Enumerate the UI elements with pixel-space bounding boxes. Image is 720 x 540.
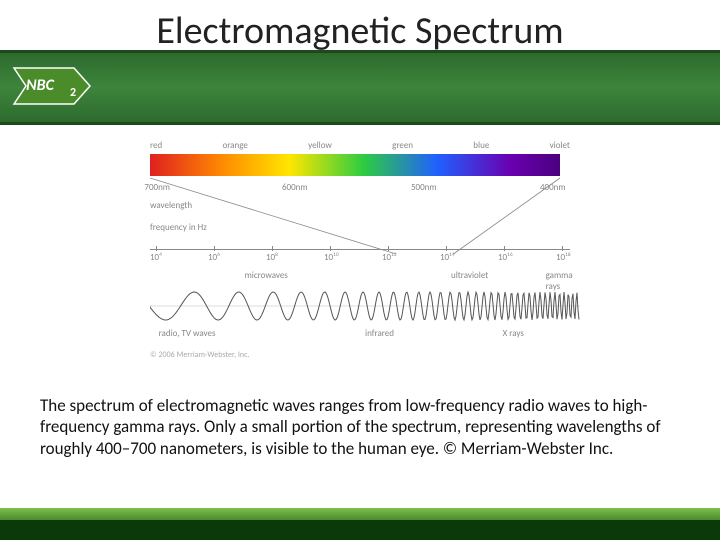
em-spectrum-diagram: redorangeyellowgreenblueviolet 700nm600n… [110,140,610,360]
freq-tick: 108 [266,252,278,263]
color-label-violet: violet [550,140,570,151]
color-label-orange: orange [222,140,247,151]
em-wave [150,288,580,324]
freq-tick: 104 [150,252,162,263]
nbc-logo: NBC 2 [12,62,92,110]
em-type-label: microwaves [245,270,288,281]
em-type-label: radio, TV waves [159,328,216,339]
projection-triangle [150,176,580,256]
color-label-red: red [150,140,162,151]
em-type-label: ultraviolet [451,270,488,281]
freq-tick: 1016 [498,252,513,263]
color-label-blue: blue [473,140,489,151]
freq-tick: 1014 [440,252,455,263]
em-type-label: infrared [365,328,394,339]
caption-text: The spectrum of electromagnetic waves ra… [40,395,680,459]
visible-color-labels: red orange yellow green blue violet [150,140,570,151]
freq-tick: 1010 [324,252,339,263]
color-label-green: green [392,140,413,151]
footer-dark-band [0,520,720,540]
frequency-axis: 104 106 108 1010 1012 1014 1016 1018 [150,252,580,268]
diagram-copyright: © 2006 Merriam-Webster, Inc. [150,350,250,360]
svg-text:NBC: NBC [26,76,54,95]
freq-tick: 106 [208,252,220,263]
freq-tick: 1012 [382,252,397,263]
freq-tick: 1018 [556,252,571,263]
frequency-label: frequency in Hz [150,222,207,233]
color-label-yellow: yellow [308,140,332,151]
visible-spectrum-bar [150,154,560,176]
slide-title: Electromagnetic Spectrum [0,8,720,54]
em-type-label: X rays [503,328,524,339]
footer-light-band [0,508,720,520]
svg-text:2: 2 [70,86,76,100]
header-band [0,50,720,125]
